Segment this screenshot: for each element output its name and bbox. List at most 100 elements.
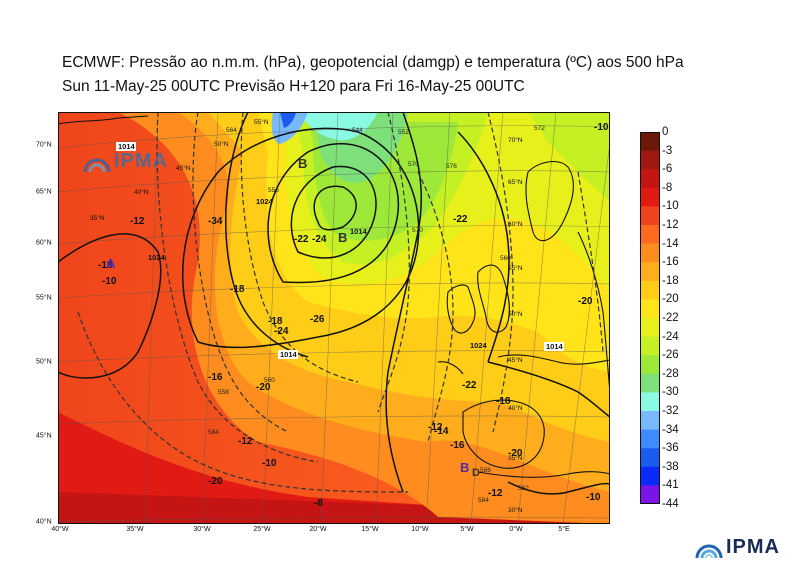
geopotential-label-8: 584 — [208, 429, 219, 436]
colorbar-tick-label: -34 — [662, 423, 679, 436]
lat-tick: 65°N — [36, 188, 52, 196]
geopotential-label-5: 556 — [268, 187, 279, 194]
colorbar-tick-label: -44 — [662, 498, 679, 510]
geopotential-label-15: 582 — [518, 485, 529, 492]
colorbar-band — [640, 187, 660, 207]
colorbar-tick-label: -32 — [662, 405, 679, 417]
colorbar-band — [640, 206, 660, 226]
temp-label-20: -16 — [450, 440, 465, 451]
isobar-label-2: 1014 — [280, 350, 298, 359]
temp-label-1: -34 — [208, 216, 223, 227]
colorbar-tick-label: -26 — [662, 349, 679, 362]
isobar-labels: 1014 1014 1014 1024 1024 1024 1014 — [116, 142, 564, 359]
map-frame — [58, 112, 610, 524]
chart-title: ECMWF: Pressão ao n.m.m. (hPa), geopoten… — [62, 54, 684, 71]
colorbar-band — [640, 429, 660, 449]
pressure-centres: A B B B D — [106, 156, 480, 479]
temp-label-4: -26 — [310, 314, 325, 325]
colorbar-band — [640, 485, 660, 504]
colorbar-tick-label: -8 — [662, 181, 673, 194]
temp-label-24: -18 — [496, 396, 511, 407]
colorbar-band — [640, 280, 660, 300]
temp-label-22: -20 — [578, 296, 593, 307]
isobar-label-5: 1024 — [256, 197, 274, 206]
ipma-logo-icon — [695, 544, 723, 558]
temp-label-12: -12 — [238, 436, 253, 447]
high-pressure-centre: A — [106, 256, 116, 271]
lon-tick: 20°W — [309, 526, 327, 533]
temp-label-25: -18 — [98, 260, 113, 271]
temp-label-6: -22 — [453, 214, 468, 225]
geopotential-label-6: 570 — [412, 227, 423, 234]
temp-label-2: -22 — [294, 234, 309, 245]
temp-label-27: -10 — [594, 122, 609, 133]
ipma-watermark: IPMA — [82, 150, 168, 173]
ipma-logo-text: IPMA — [726, 536, 780, 558]
temp-label-7: -20 — [256, 382, 271, 393]
isobar-label-1: 1014 — [118, 142, 136, 151]
colorbar-band — [640, 448, 660, 468]
geopotential-label-10: 572 — [534, 125, 545, 132]
temp-label-9: -18 — [230, 284, 245, 295]
geopotential-label-11: 570 — [408, 161, 419, 168]
lat-tick: 45°N — [36, 432, 52, 440]
lat-tick: 70°N — [36, 141, 52, 149]
colorbar-tick-label: -10 — [662, 200, 679, 213]
low-pressure-centre-2: B — [338, 230, 347, 245]
low-pressure-centre-d: D — [472, 467, 480, 479]
colorbar-band — [640, 373, 660, 393]
temp-label-8: -20 — [508, 448, 523, 459]
temp-label-11: -20 — [208, 476, 223, 487]
grat-label-3: 45°N — [176, 164, 191, 172]
lon-tick: 30°W — [193, 526, 211, 533]
geopotential-label-2: 560 — [264, 377, 275, 384]
grat-label-14: 30°N — [508, 506, 523, 514]
geopotential-label-4: 544 — [352, 127, 363, 134]
grat-label-13: 35°N — [508, 454, 523, 462]
colorbar-band — [640, 132, 660, 152]
colorbar-tick-label: -3 — [662, 144, 673, 157]
lon-tick: 15°W — [361, 526, 379, 533]
grat-label-11: 45°N — [508, 356, 523, 364]
isobar-label-6: 1024 — [470, 341, 488, 350]
lat-tick: 50°N — [36, 358, 52, 366]
lat-tick: 60°N — [36, 239, 52, 247]
temp-label-3: -24 — [312, 234, 327, 245]
lat-tick: 40°N — [36, 518, 52, 526]
temp-label-17: -10 — [586, 492, 601, 503]
colorbar-tick-label: -30 — [662, 386, 679, 399]
lon-tick: 25°W — [253, 526, 271, 533]
colorbar-tick-label: -24 — [662, 330, 679, 343]
geopotential-labels: 564 560 552 544 556 570 558 584 576 572 … — [208, 125, 545, 504]
colorbar-tick-label: -6 — [662, 163, 673, 176]
temp-label-16: -10 — [102, 276, 117, 287]
isobar-label-3: 1014 — [546, 342, 564, 351]
temp-label-23: -22 — [462, 380, 477, 391]
temp-field-cold-cyan — [298, 112, 378, 141]
colorbar-tick-label: -22 — [662, 312, 679, 324]
colorbar-band — [640, 411, 660, 431]
colorbar-tick-label: -20 — [662, 293, 679, 306]
lon-tick: 40°W — [51, 526, 69, 533]
low-pressure-centre-1: B — [298, 156, 307, 171]
colorbar-band — [640, 262, 660, 282]
temp-label-14: -8 — [314, 498, 323, 509]
colorbar-tick-label: -14 — [662, 237, 679, 250]
colorbar-tick-label: -38 — [662, 460, 679, 473]
ipma-watermark-text: IPMA — [114, 150, 168, 172]
colorbar-band — [640, 299, 660, 319]
colorbar-tick-label: 0 — [662, 126, 669, 138]
temp-label-15: -12 — [488, 488, 503, 499]
temp-label-10: -16 — [208, 372, 223, 383]
colorbar-band — [640, 169, 660, 189]
grat-label-10: 50°N — [508, 310, 523, 318]
grat-label-5: 35°N — [90, 214, 105, 222]
lon-tick: 35°W — [126, 526, 144, 533]
temp-label-19: -14 — [434, 426, 449, 437]
temperature-contour-labels: -34 -22 -24 -26 -24 -22 -20 -20 -18 -16 … — [98, 122, 609, 509]
ipma-logo: IPMA — [694, 536, 780, 559]
ipma-arc-icon — [83, 158, 111, 172]
grat-label-8: 60°N — [508, 220, 523, 228]
chart-subtitle: Sun 11-May-25 00UTC Previsão H+120 para … — [62, 78, 525, 95]
temp-label-13: -10 — [262, 458, 277, 469]
